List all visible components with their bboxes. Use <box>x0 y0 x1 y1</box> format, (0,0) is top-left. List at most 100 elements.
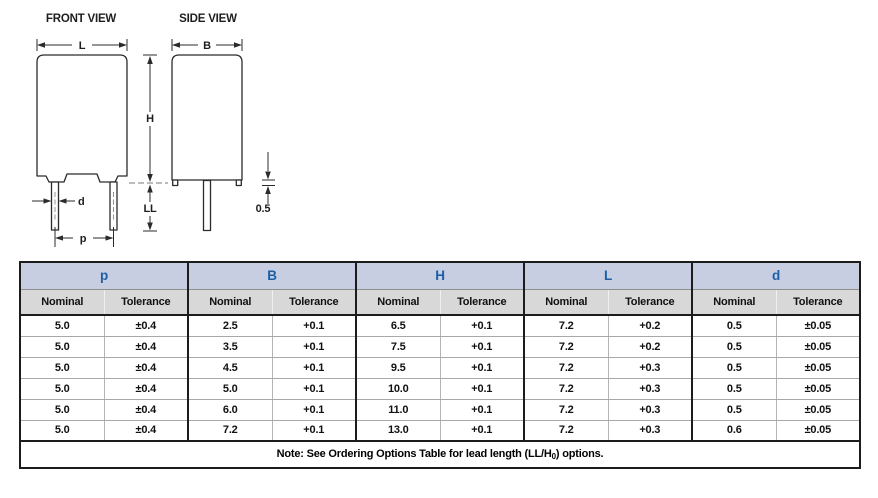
table-cell: +0.2 <box>607 315 693 337</box>
table-cell: 11.0 <box>355 399 441 421</box>
table-row: 5.0 ±0.4 6.0 +0.1 11.0 +0.1 7.2 +0.3 0.5… <box>20 399 861 421</box>
table-row: 5.0 ±0.4 5.0 +0.1 10.0 +0.1 7.2 +0.3 0.5… <box>20 378 861 400</box>
table-cell: +0.1 <box>439 315 525 337</box>
dimension-p <box>54 227 114 247</box>
group-header-L: L <box>523 262 693 290</box>
table-cell: 5.0 <box>20 399 104 421</box>
table-cell: 0.5 <box>691 315 777 337</box>
table-cell: 5.0 <box>20 420 104 442</box>
front-view-title: FRONT VIEW <box>46 13 117 25</box>
table-cell: ±0.05 <box>775 336 861 358</box>
table-cell: 9.5 <box>355 357 441 379</box>
dimension-H <box>143 54 157 182</box>
table-cell: 7.2 <box>523 420 609 442</box>
table-cell: ±0.05 <box>775 399 861 421</box>
table-row: 5.0 ±0.4 7.2 +0.1 13.0 +0.1 7.2 +0.3 0.6… <box>20 420 861 442</box>
table-cell: 3.5 <box>187 336 273 358</box>
group-header-p: p <box>20 262 189 290</box>
table-cell: +0.1 <box>439 336 525 358</box>
note-suffix: ) options. <box>555 448 604 460</box>
subheader-cell: Nominal <box>20 289 104 316</box>
dim-label-B: B <box>203 40 211 52</box>
table-cell: 5.0 <box>187 378 273 400</box>
table-cell: 7.2 <box>187 420 273 442</box>
table-cell: 4.5 <box>187 357 273 379</box>
dim-label-standoff: 0.5 <box>256 203 271 215</box>
table-cell: 7.2 <box>523 336 609 358</box>
table-cell: +0.1 <box>271 399 357 421</box>
table-cell: 6.0 <box>187 399 273 421</box>
subheader-cell: Nominal <box>187 289 273 316</box>
table-row: 5.0 ±0.4 2.5 +0.1 6.5 +0.1 7.2 +0.2 0.5 … <box>20 315 861 337</box>
subheader-cell: Tolerance <box>271 289 357 316</box>
table-cell: 6.5 <box>355 315 441 337</box>
group-header-d: d <box>691 262 861 290</box>
table-cell: 0.6 <box>691 420 777 442</box>
front-view-body <box>36 54 128 231</box>
note-row: Note: See Ordering Options Table for lea… <box>20 441 861 468</box>
group-header-H: H <box>355 262 525 290</box>
side-view-title: SIDE VIEW <box>179 13 237 25</box>
table-cell: +0.3 <box>607 378 693 400</box>
table-cell: 7.2 <box>523 378 609 400</box>
table-cell: 5.0 <box>20 357 104 379</box>
table-cell: ±0.05 <box>775 357 861 379</box>
table-cell: 7.2 <box>523 399 609 421</box>
side-left-foot <box>172 179 179 187</box>
table-cell: 5.0 <box>20 336 104 358</box>
table-cell: ±0.4 <box>103 399 189 421</box>
table-cell: +0.3 <box>607 399 693 421</box>
table-cell: 7.5 <box>355 336 441 358</box>
dim-label-d: d <box>78 196 85 208</box>
note-subscript: 0 <box>551 452 556 461</box>
table-cell: +0.1 <box>271 378 357 400</box>
dimensions-table: p B H L d Nominal Tolerance Nominal Tole… <box>19 261 862 469</box>
table-cell: 13.0 <box>355 420 441 442</box>
dimension-standoff <box>262 152 275 204</box>
table-cell: +0.1 <box>271 336 357 358</box>
lead-centerlines <box>54 192 114 222</box>
table-cell: +0.2 <box>607 336 693 358</box>
subheader-cell: Nominal <box>355 289 441 316</box>
dim-label-H: H <box>146 113 154 125</box>
table-cell: +0.1 <box>439 420 525 442</box>
table-cell: +0.1 <box>271 357 357 379</box>
dimension-drawing: FRONT VIEW SIDE VIEW <box>32 13 275 247</box>
table-cell: 0.5 <box>691 357 777 379</box>
table-cell: 7.2 <box>523 315 609 337</box>
table-cell: 10.0 <box>355 378 441 400</box>
table-cell: ±0.05 <box>775 315 861 337</box>
dimension-B <box>171 39 243 51</box>
table-cell: 5.0 <box>20 315 104 337</box>
dim-label-L: L <box>79 40 86 52</box>
table-cell: 5.0 <box>20 378 104 400</box>
subheader-cell: Nominal <box>691 289 777 316</box>
table-row: 5.0 ±0.4 4.5 +0.1 9.5 +0.1 7.2 +0.3 0.5 … <box>20 357 861 379</box>
dim-label-p: p <box>80 233 87 245</box>
table-cell: +0.1 <box>439 378 525 400</box>
dimension-LL <box>143 184 157 232</box>
dimension-L <box>36 39 128 51</box>
table-cell: ±0.05 <box>775 420 861 442</box>
dimensions-table-container: p B H L d Nominal Tolerance Nominal Tole… <box>19 261 862 469</box>
table-cell: +0.1 <box>271 315 357 337</box>
table-cell: ±0.05 <box>775 378 861 400</box>
table-row: 5.0 ±0.4 3.5 +0.1 7.5 +0.1 7.2 +0.2 0.5 … <box>20 336 861 358</box>
table-cell: ±0.4 <box>103 420 189 442</box>
table-cell: +0.1 <box>439 399 525 421</box>
group-header-B: B <box>187 262 357 290</box>
table-cell: +0.1 <box>439 357 525 379</box>
group-header-row: p B H L d <box>20 262 861 290</box>
table-cell: 7.2 <box>523 357 609 379</box>
dimension-d <box>32 198 75 204</box>
side-right-foot <box>235 179 242 187</box>
side-view-body <box>171 54 243 232</box>
table-cell: 2.5 <box>187 315 273 337</box>
front-right-lead <box>109 181 118 231</box>
dim-label-LL: LL <box>143 203 157 215</box>
side-lead <box>202 179 212 232</box>
table-cell: 0.5 <box>691 399 777 421</box>
table-cell: +0.1 <box>271 420 357 442</box>
table-cell: ±0.4 <box>103 357 189 379</box>
subheader-row: Nominal Tolerance Nominal Tolerance Nomi… <box>20 289 861 316</box>
